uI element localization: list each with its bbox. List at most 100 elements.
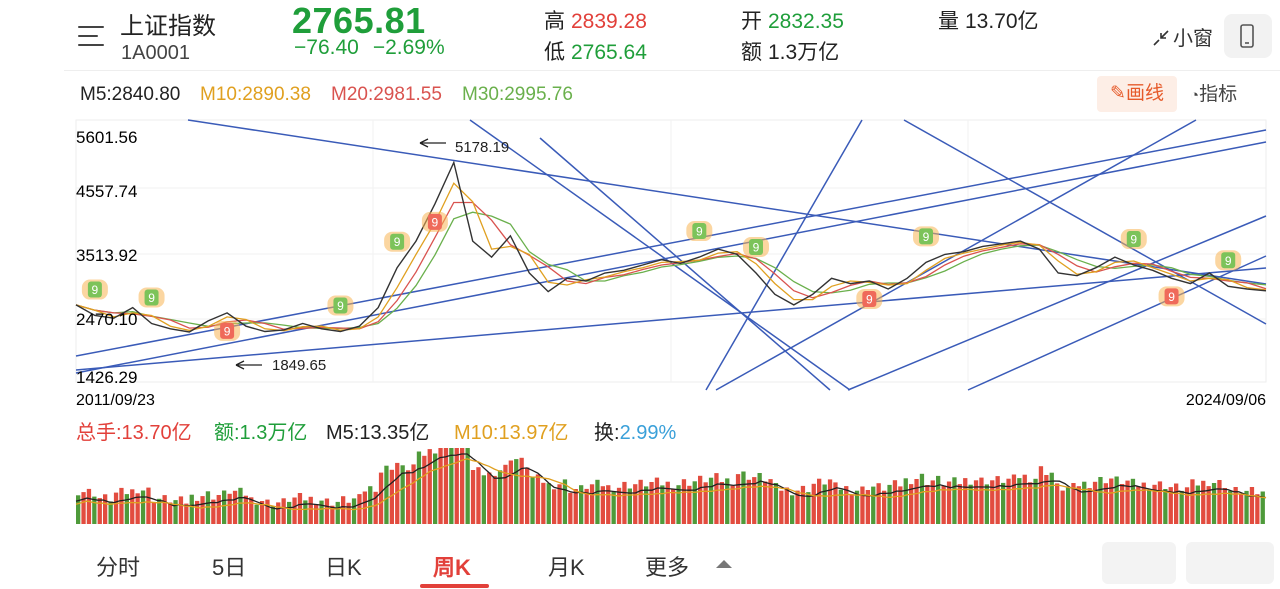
volume-bar xyxy=(281,498,286,524)
volume-bar xyxy=(249,497,254,524)
volume-ma5-line xyxy=(75,453,1267,510)
volume-bar xyxy=(1233,487,1238,524)
trendline[interactable] xyxy=(847,215,1267,391)
trendline[interactable] xyxy=(903,119,1267,325)
volume-bar xyxy=(108,501,113,524)
volume-bar xyxy=(292,497,297,524)
kline-chart[interactable]: 5601.56 4557.74 3513.92 2470.10 1426.29 … xyxy=(0,118,1280,414)
volume-bar xyxy=(232,490,238,524)
start-date: 2011/09/23 xyxy=(76,392,155,409)
volume-bar xyxy=(195,500,200,524)
volume-bar xyxy=(438,448,443,524)
signal-badge-label: 9 xyxy=(337,299,344,313)
trendline[interactable] xyxy=(75,129,1267,357)
trendline[interactable] xyxy=(75,267,1267,371)
volume-bar xyxy=(400,465,405,524)
volume-bar xyxy=(973,480,979,524)
trendline[interactable] xyxy=(187,119,1267,285)
volume-bar xyxy=(600,486,605,524)
volume-bar xyxy=(1179,490,1184,524)
drawn-trendlines[interactable] xyxy=(75,119,1267,391)
volume-bar xyxy=(406,470,411,524)
trendline[interactable] xyxy=(75,141,1267,374)
volume-bar xyxy=(254,504,259,524)
volume-bar xyxy=(1206,486,1211,524)
indicator-button[interactable]: ◔指标 xyxy=(1190,84,1238,105)
volume-bar xyxy=(979,477,984,524)
volume-bar xyxy=(1060,490,1065,524)
volume-bar xyxy=(800,485,806,524)
active-tab-underline xyxy=(420,584,489,588)
volume-bar xyxy=(968,484,973,524)
signal-badge: 9 xyxy=(138,287,165,308)
volume-bar xyxy=(1125,480,1130,524)
signal-badge: 9 xyxy=(1158,286,1185,307)
signal-badge-label: 9 xyxy=(92,283,99,297)
volume-bar xyxy=(335,501,340,524)
divider xyxy=(64,70,1280,71)
volume-bar xyxy=(470,470,476,524)
volume-bar xyxy=(827,479,833,524)
volume-bar xyxy=(1157,481,1163,524)
trendline[interactable] xyxy=(967,255,1267,391)
signal-badge-label: 9 xyxy=(923,230,930,244)
volume-bar xyxy=(665,481,670,524)
volume-bar xyxy=(784,487,789,524)
volume-bar xyxy=(103,494,108,524)
toolbar-button[interactable] xyxy=(1102,542,1176,584)
ma30-line xyxy=(75,211,1267,330)
toolbar-button[interactable] xyxy=(1186,542,1274,584)
volume-bar xyxy=(779,490,784,524)
signal-badges: 9 9 9 9 9 9 9 9 9 9 9 9 9 xyxy=(81,211,1242,341)
volume-bar xyxy=(368,486,373,524)
tab-daily-k[interactable]: 日K xyxy=(325,555,362,580)
low-value: 2765.64 xyxy=(571,41,647,64)
volume-bar xyxy=(995,476,1000,524)
volume-bar xyxy=(1184,487,1190,524)
volume-bar xyxy=(146,487,151,524)
volume-bar xyxy=(1049,472,1054,524)
volume-bar xyxy=(914,479,919,524)
volume-bar xyxy=(308,496,313,524)
volume-bar xyxy=(411,464,416,524)
trendline[interactable] xyxy=(469,119,851,391)
caret-up-icon[interactable] xyxy=(716,560,732,568)
signal-badge-label: 9 xyxy=(394,235,401,249)
signal-badge-label: 9 xyxy=(1130,233,1137,247)
menu-icon[interactable] xyxy=(78,24,108,48)
volume-bar xyxy=(806,492,811,524)
volume-bar xyxy=(1260,491,1265,524)
volume-chart[interactable] xyxy=(0,444,1280,528)
stat-amount: 额 1.3万亿 xyxy=(741,41,840,64)
volume-bar xyxy=(557,484,562,524)
tab-5day[interactable]: 5日 xyxy=(212,555,247,580)
ma20-line xyxy=(75,201,1267,330)
tab-intraday[interactable]: 分时 xyxy=(96,555,141,580)
volume-bar xyxy=(1055,483,1060,524)
volume-bar xyxy=(984,484,989,524)
draw-line-button[interactable]: ✎画线 xyxy=(1097,76,1177,112)
volume-bar xyxy=(1255,494,1260,524)
tab-more[interactable]: 更多 xyxy=(645,555,690,580)
volume-bar xyxy=(222,490,227,524)
tab-monthly-k[interactable]: 月K xyxy=(548,555,585,580)
mini-window-button[interactable]: 小窗 xyxy=(1152,22,1213,51)
volume-bar xyxy=(703,482,708,524)
high-value: 2839.28 xyxy=(571,10,647,33)
phone-icon-button[interactable] xyxy=(1224,14,1272,58)
trendline[interactable] xyxy=(705,119,863,391)
volume-bar xyxy=(1130,478,1136,524)
volume-bar xyxy=(287,501,292,524)
volume-bar xyxy=(892,480,898,524)
volume-bar xyxy=(487,472,492,524)
volume-bar xyxy=(200,496,205,524)
volume-bar xyxy=(497,470,503,524)
volume-bar xyxy=(378,472,384,524)
volume-bar xyxy=(124,494,129,524)
tab-weekly-k[interactable]: 周K xyxy=(433,555,471,580)
volume-bar xyxy=(616,487,622,524)
volume-bar xyxy=(654,477,660,524)
volume-bar xyxy=(633,484,638,524)
volume-bar xyxy=(725,478,730,524)
volume-bar xyxy=(476,467,481,524)
